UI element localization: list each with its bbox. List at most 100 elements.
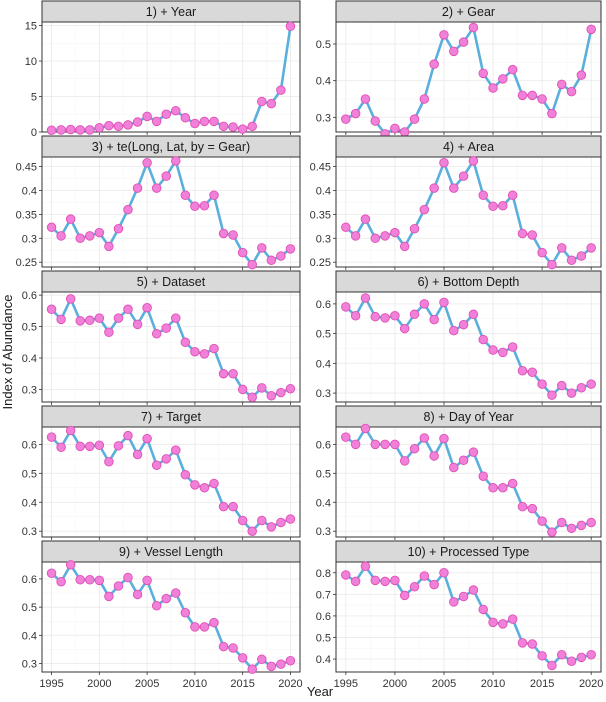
x-axis-title: Year — [307, 684, 334, 699]
y-tick-label: 0.6 — [22, 439, 37, 451]
data-point — [399, 456, 410, 466]
y-tick-label: 0.4 — [22, 353, 37, 365]
x-tick-label: 2005 — [432, 678, 456, 690]
data-point — [429, 579, 439, 590]
data-point — [94, 122, 105, 133]
panel-title: 9) + Vessel Length — [119, 545, 223, 559]
data-point — [517, 90, 528, 101]
data-point — [257, 383, 267, 393]
data-point — [190, 118, 200, 129]
y-tick-label: 0.3 — [316, 526, 331, 538]
data-point — [556, 243, 567, 253]
data-point — [65, 214, 76, 224]
data-point — [527, 503, 538, 514]
data-point — [46, 568, 57, 579]
data-point — [409, 309, 420, 320]
y-tick-label: 0.8 — [316, 568, 331, 580]
data-point — [132, 117, 143, 127]
data-point — [266, 255, 277, 266]
data-point — [498, 201, 508, 211]
data-point — [85, 441, 95, 452]
data-point — [104, 120, 114, 131]
data-point — [547, 108, 557, 119]
panel-border — [41, 21, 301, 133]
data-point — [85, 315, 95, 326]
y-tick-label: 0.35 — [16, 209, 37, 221]
y-tick-label: 5 — [31, 92, 37, 104]
data-point — [123, 120, 133, 130]
data-point — [478, 334, 488, 345]
data-point — [350, 311, 361, 321]
data-point — [104, 241, 114, 252]
data-point — [566, 523, 577, 534]
y-tick-label: 0.4 — [22, 630, 37, 642]
data-point — [527, 639, 538, 649]
data-point — [449, 325, 459, 336]
panel-border — [335, 21, 602, 133]
data-point — [218, 368, 229, 379]
y-tick-label: 0.4 — [316, 654, 331, 666]
panel-title: 6) + Bottom Depth — [418, 275, 520, 289]
data-point — [566, 388, 577, 398]
data-point — [360, 423, 371, 434]
panel-border — [335, 561, 602, 673]
data-point — [247, 526, 257, 536]
data-point — [547, 259, 557, 270]
data-point — [507, 614, 518, 624]
data-point — [458, 171, 469, 181]
data-point — [399, 127, 410, 137]
data-point — [190, 201, 200, 212]
data-point — [228, 368, 238, 379]
panel-1: 1) + Year 0 5 10 15 — [25, 0, 301, 139]
data-point — [142, 111, 152, 122]
x-tick-label: 2000 — [383, 678, 407, 690]
x-tick-label: 2015 — [230, 678, 254, 690]
data-point — [449, 462, 459, 473]
data-point — [390, 227, 400, 238]
x-tick-label: 2020 — [278, 678, 302, 690]
panel-6: 6) + Bottom Depth 0.3 0.4 0.5 0.6 — [316, 270, 602, 405]
data-point — [85, 575, 95, 585]
data-point — [237, 247, 248, 258]
data-point — [439, 297, 449, 308]
panel-title: 5) + Dataset — [137, 275, 206, 289]
y-tick-label: 0.6 — [316, 611, 331, 623]
x-tick-label: 2000 — [87, 678, 111, 690]
data-point — [161, 454, 171, 464]
data-point — [285, 244, 296, 254]
data-point — [75, 233, 85, 244]
data-point — [576, 70, 587, 80]
data-point — [439, 157, 449, 168]
y-tick-label: 0.45 — [16, 162, 37, 174]
y-tick-label: 0.7 — [316, 589, 331, 601]
data-point — [419, 433, 430, 443]
data-point — [429, 59, 439, 69]
data-point — [276, 387, 286, 398]
data-point — [360, 561, 371, 572]
data-point — [537, 247, 547, 258]
panel-9: 9) + Vessel Length 0.3 0.4 0.5 0.6 1995 2000 20… — [22, 540, 303, 690]
data-point — [247, 664, 257, 674]
data-point — [142, 302, 152, 313]
data-point — [360, 293, 371, 303]
data-point — [132, 589, 143, 600]
data-point — [478, 604, 488, 615]
y-tick-label: 0.3 — [316, 112, 331, 124]
panel-5: 5) + Dataset 0.3 0.4 0.5 0.6 — [22, 270, 301, 405]
data-point — [370, 439, 381, 450]
data-point — [488, 201, 498, 212]
data-point — [586, 243, 596, 253]
data-point — [409, 223, 420, 234]
data-point — [151, 460, 162, 470]
data-point — [449, 183, 459, 193]
y-tick-label: 0.4 — [316, 497, 331, 509]
y-tick-label: 0 — [31, 127, 37, 139]
data-point — [409, 443, 420, 454]
data-point — [429, 451, 439, 461]
y-tick-label: 0.5 — [316, 329, 331, 341]
data-point — [218, 641, 229, 652]
data-point — [151, 600, 162, 611]
data-point — [576, 520, 587, 531]
data-point — [113, 581, 124, 591]
data-point — [468, 447, 479, 457]
